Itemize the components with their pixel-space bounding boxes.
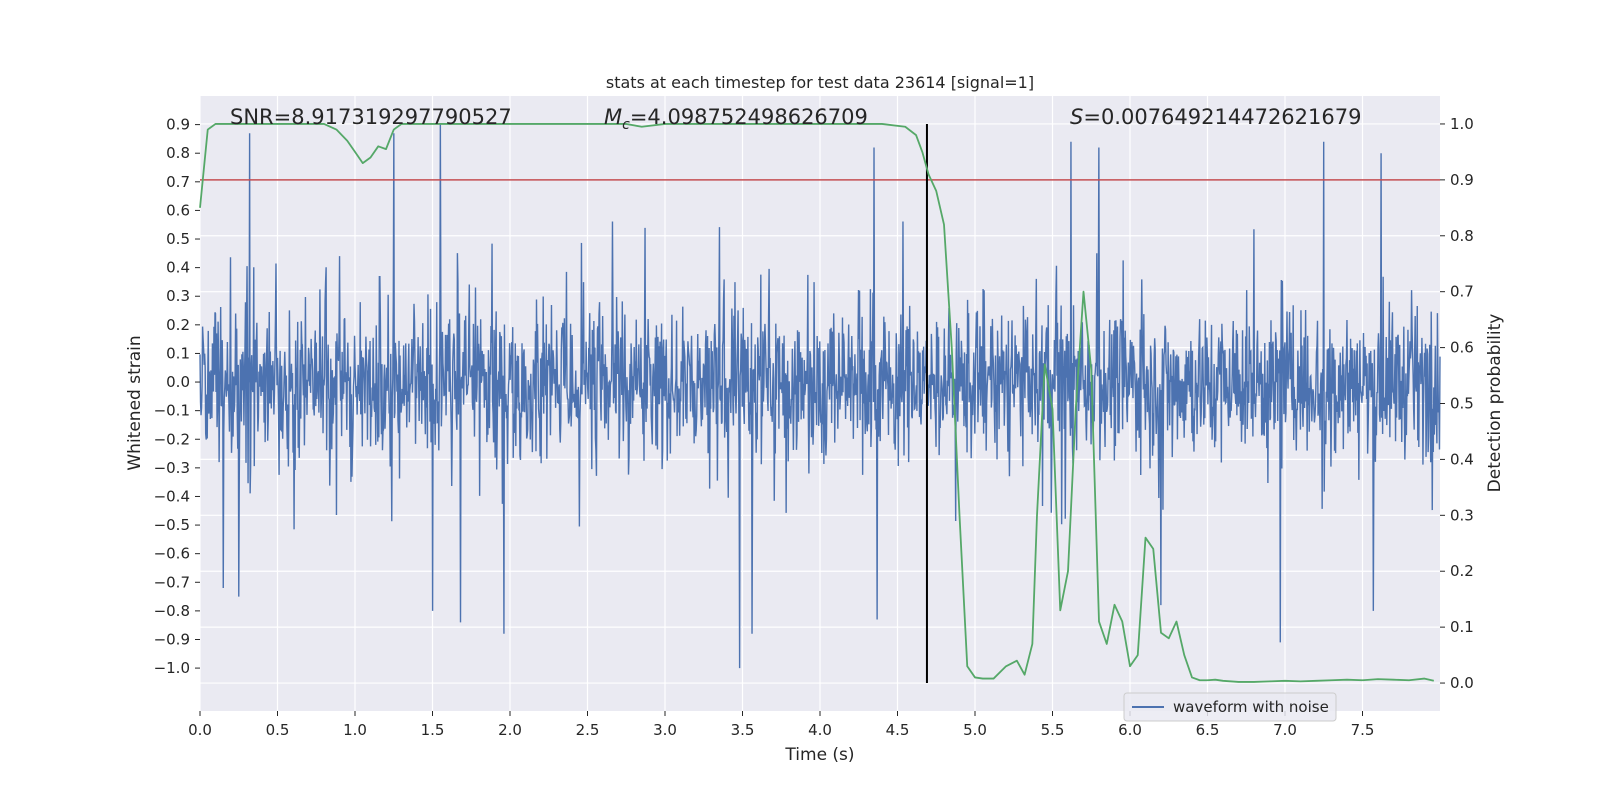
y-tick-label: 0.3 (166, 287, 190, 305)
y-tick-label: 0.9 (166, 116, 190, 134)
y-tick-label: −0.6 (154, 545, 190, 563)
x-tick-label: 1.5 (421, 721, 445, 739)
x-axis-ticks: 0.0 0.5 1.0 1.5 2.0 2.5 3.0 3.5 4.0 4.5 5.0 5.5 6.0 6… (188, 711, 1374, 739)
chirp-mass-annotation: Mc=4.098752498626709 (604, 105, 868, 133)
x-tick-label: 0.0 (188, 721, 212, 739)
y-tick-label: 0.0 (166, 373, 190, 391)
chirp-mass-value: =4.098752498626709 (630, 105, 868, 129)
y-tick-label: −0.3 (154, 459, 190, 477)
probability-series (199, 123, 1435, 683)
y2-tick-label: 0.2 (1450, 562, 1474, 580)
y-tick-label: 0.1 (166, 344, 190, 362)
x-tick-label: 7.5 (1351, 721, 1375, 739)
s-symbol: S (1070, 105, 1083, 129)
chirp-mass-symbol: M (604, 105, 622, 129)
x-tick-label: 6.0 (1118, 721, 1142, 739)
y2-tick-label: 0.0 (1450, 674, 1474, 692)
legend-box (1123, 692, 1337, 722)
y-tick-label: 0.8 (166, 144, 190, 162)
y2-tick-label: 0.8 (1450, 227, 1474, 245)
y2-axis-label: Detection probability (1485, 314, 1505, 493)
legend-label: waveform with noise (1173, 698, 1329, 716)
y-tick-label: 0.4 (166, 259, 190, 277)
x-tick-label: 2.5 (576, 721, 600, 739)
y2-tick-label: 1.0 (1450, 115, 1474, 133)
y-tick-label: −0.1 (154, 402, 190, 420)
x-tick-label: 3.0 (653, 721, 677, 739)
y2-tick-label: 0.1 (1450, 618, 1474, 636)
y2-tick-label: 0.5 (1450, 395, 1474, 413)
chart-title: stats at each timestep for test data 236… (606, 73, 1034, 92)
y-tick-label: −0.7 (154, 573, 190, 591)
y-tick-label: −0.2 (154, 430, 190, 448)
y-tick-label: 0.7 (166, 173, 190, 191)
s-annotation: S=0.007649214472621679 (1070, 105, 1361, 129)
y-tick-label: −1.0 (154, 659, 190, 677)
chirp-mass-subscript: c (622, 117, 630, 133)
y2-tick-label: 0.3 (1450, 506, 1474, 524)
waveform-line (199, 124, 1441, 669)
x-tick-label: 2.0 (498, 721, 522, 739)
x-tick-label: 4.0 (808, 721, 832, 739)
x-tick-label: 3.5 (731, 721, 755, 739)
y-tick-label: 0.2 (166, 316, 190, 334)
y-tick-label: 0.5 (166, 230, 190, 248)
y-tick-label: −0.5 (154, 516, 190, 534)
x-tick-label: 1.0 (343, 721, 367, 739)
y-tick-label: −0.4 (154, 487, 190, 505)
y-axis-label: Whitened strain (125, 335, 145, 470)
y2-tick-label: 0.6 (1450, 339, 1474, 357)
x-tick-label: 4.5 (886, 721, 910, 739)
y2-tick-label: 0.7 (1450, 283, 1474, 301)
y2-axis-ticks: 1.0 0.9 0.8 0.7 0.6 0.5 0.4 0.3 0.2 0.1 0.0 (1440, 115, 1474, 692)
x-tick-label: 7.0 (1273, 721, 1297, 739)
x-tick-label: 5.5 (1041, 721, 1065, 739)
y-tick-label: 0.6 (166, 201, 190, 219)
legend: waveform with noise (1123, 692, 1337, 722)
y-tick-label: −0.8 (154, 602, 190, 620)
y-axis-ticks: 0.9 0.8 0.7 0.6 0.5 0.4 0.3 0.2 0.1 0.0 −0.1 −0.2 −0… (154, 116, 200, 677)
x-tick-label: 0.5 (266, 721, 290, 739)
x-tick-label: 5.0 (963, 721, 987, 739)
y2-tick-label: 0.9 (1450, 171, 1474, 189)
waveform-series (199, 124, 1441, 669)
y2-tick-label: 0.4 (1450, 450, 1474, 468)
snr-annotation: SNR=8.917319297790527 (230, 105, 512, 129)
x-tick-label: 6.5 (1196, 721, 1220, 739)
x-axis-label: Time (s) (784, 745, 854, 765)
s-value: =0.007649214472621679 (1083, 105, 1361, 129)
y-tick-label: −0.9 (154, 630, 190, 648)
